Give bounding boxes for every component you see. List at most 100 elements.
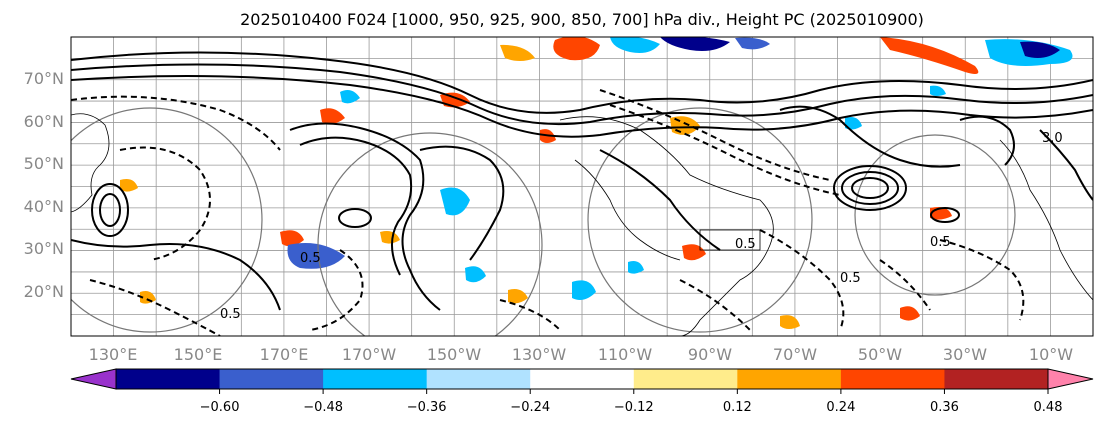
coastline xyxy=(999,139,1093,301)
contour-line xyxy=(71,63,1093,126)
colorbar-cell xyxy=(530,369,635,389)
reference-circle xyxy=(317,132,543,336)
dashed-contours xyxy=(71,89,1025,336)
reference-circle xyxy=(71,107,263,333)
contour-label: 0.5 xyxy=(930,235,951,250)
contour-line-dashed xyxy=(119,146,211,261)
colorbar-extend-low xyxy=(70,368,117,390)
contour-line xyxy=(299,136,413,276)
colorbar-tick-label: 0.48 xyxy=(1034,400,1063,415)
contour-line-dashed xyxy=(499,299,561,331)
contour-label: 0.5 xyxy=(220,307,241,322)
colorbar-cell xyxy=(633,369,738,389)
contour-line xyxy=(71,75,1093,138)
contour-line-dashed xyxy=(759,229,845,331)
x-tick-label: 130°W xyxy=(512,345,567,364)
coastline xyxy=(574,159,681,261)
colorbar-cell xyxy=(219,369,324,389)
colorbar: −0.60 −0.48 −0.36 −0.24 −0.12 0.12 0.24 0.36 0.4… xyxy=(70,368,1094,415)
reference-circles xyxy=(71,107,1016,336)
contour-line xyxy=(1039,129,1093,201)
plot-frame xyxy=(70,36,1094,337)
contour-line-dashed xyxy=(89,279,221,336)
contour-loop xyxy=(338,208,372,228)
contour-line xyxy=(959,115,1015,166)
x-tick-label: 10°W xyxy=(1029,345,1073,364)
colorbar-tick-label: −0.48 xyxy=(303,400,343,415)
colorbar-tick-label: −0.24 xyxy=(510,400,550,415)
shade-blob xyxy=(900,306,920,321)
contour-loop xyxy=(851,177,889,199)
x-tick-label: 70°W xyxy=(773,345,817,364)
shade-blob xyxy=(287,243,345,269)
x-tick-label: 150°W xyxy=(427,345,482,364)
colorbar-tick-label: −0.36 xyxy=(407,400,447,415)
x-tick-label: 50°W xyxy=(858,345,902,364)
shade-blob xyxy=(628,261,644,274)
colorbar-tick-label: 0.24 xyxy=(826,400,855,415)
x-axis-labels: 130°E 150°E 170°E 170°W 150°W 130°W 110°… xyxy=(89,345,1074,364)
shade-blob xyxy=(280,230,304,247)
contour-labels: 0.5 0.5 0.5 0.5 3.0 0.5 xyxy=(220,131,1063,322)
colorbar-tick-label: −0.60 xyxy=(200,400,240,415)
colorbar-tick-label: 0.12 xyxy=(723,400,752,415)
contour-line-dashed xyxy=(679,279,751,331)
coastline xyxy=(699,229,761,251)
colorbar-tick-label: −0.12 xyxy=(614,400,654,415)
reference-circle xyxy=(854,134,1016,296)
contour-loop xyxy=(91,183,129,237)
x-tick-label: 110°W xyxy=(598,345,653,364)
colorbar-cell xyxy=(116,369,221,389)
contour-line xyxy=(71,239,281,311)
contour-line xyxy=(779,105,961,168)
contour-loop xyxy=(930,207,960,223)
colorbar-cell xyxy=(737,369,842,389)
x-tick-label: 130°E xyxy=(89,345,138,364)
contour-label: 0.5 xyxy=(735,237,756,252)
contour-line xyxy=(289,122,441,311)
y-tick-label: 30°N xyxy=(24,239,64,258)
y-tick-label: 40°N xyxy=(24,197,64,216)
shade-blob xyxy=(320,108,345,125)
shade-blob xyxy=(780,315,800,329)
shade-blob xyxy=(465,266,486,283)
shade-blob xyxy=(610,37,660,53)
shade-blob xyxy=(660,37,730,51)
shade-blob xyxy=(930,85,946,96)
contour-line-dashed xyxy=(609,104,841,196)
contour-label: 3.0 xyxy=(1042,131,1063,146)
contour-label: 0.5 xyxy=(300,251,321,266)
shade-blob xyxy=(1020,41,1060,58)
contour-line xyxy=(419,145,505,261)
shade-blob xyxy=(440,187,470,216)
chart-title: 2025010400 F024 [1000, 950, 925, 900, 85… xyxy=(240,10,924,29)
shade-blob xyxy=(380,231,400,244)
shade-blob xyxy=(340,90,360,104)
shade-blob xyxy=(880,37,979,74)
coastline xyxy=(71,113,110,213)
x-tick-label: 150°E xyxy=(174,345,223,364)
contour-line-dashed xyxy=(879,259,931,311)
y-tick-label: 20°N xyxy=(24,282,64,301)
colorbar-cell xyxy=(944,369,1049,389)
x-tick-label: 170°E xyxy=(260,345,309,364)
shade-blob xyxy=(508,289,528,304)
shade-blob xyxy=(500,44,535,61)
contour-line-dashed xyxy=(599,89,831,181)
plot-area: 0.5 0.5 0.5 0.5 3.0 0.5 xyxy=(70,36,1094,337)
colorbar-tick-label: 0.36 xyxy=(930,400,959,415)
contour-line-dashed xyxy=(309,249,364,331)
x-tick-label: 170°W xyxy=(342,345,397,364)
contour-loop xyxy=(841,171,899,205)
y-tick-label: 50°N xyxy=(24,154,64,173)
shade-blob xyxy=(572,280,596,300)
reference-circle xyxy=(587,107,813,333)
y-tick-label: 60°N xyxy=(24,112,64,131)
contour-line xyxy=(71,51,1093,114)
contour-label: 0.5 xyxy=(840,271,861,286)
contour-line-dashed xyxy=(71,95,281,151)
y-tick-label: 70°N xyxy=(24,69,64,88)
shade-blob xyxy=(845,117,862,130)
x-tick-label: 90°W xyxy=(688,345,732,364)
